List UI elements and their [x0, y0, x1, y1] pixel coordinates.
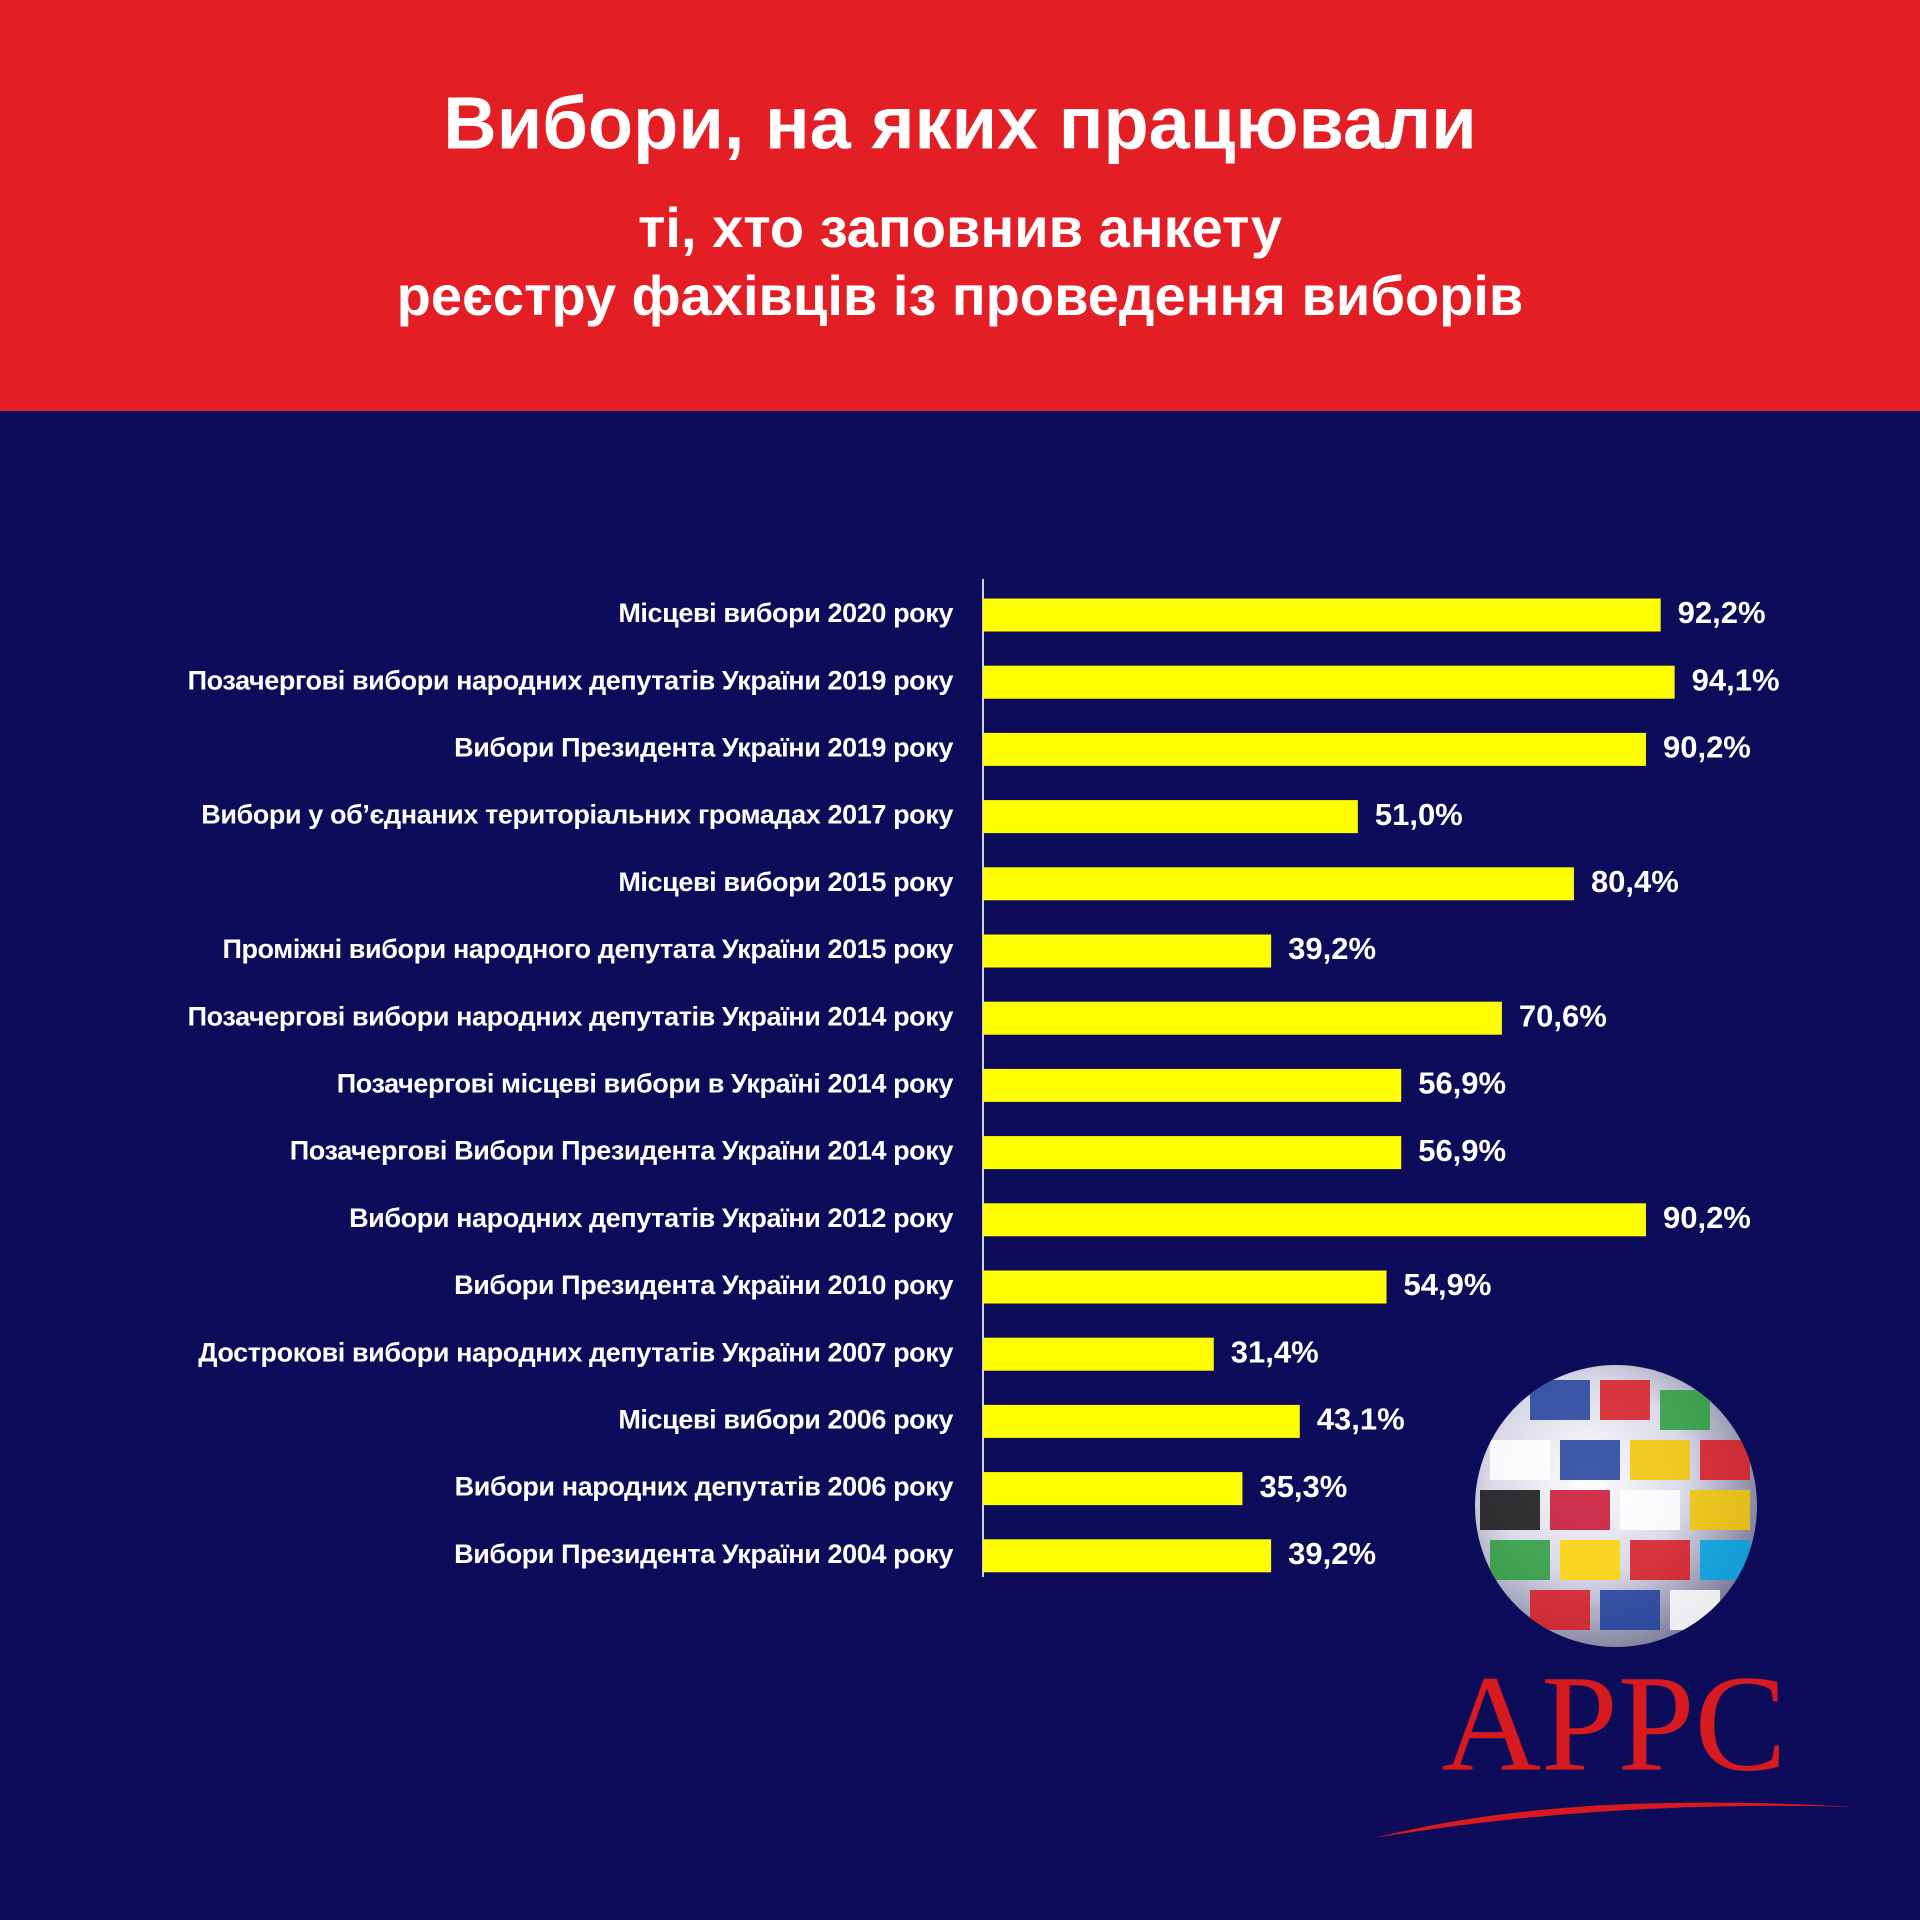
bar: [983, 732, 1646, 766]
bar: [983, 867, 1574, 901]
header: [0, 0, 1920, 411]
category-label: Місцеві вибори 2006 року: [618, 1405, 953, 1435]
category-label: Позачергові місцеві вибори в Україні 201…: [337, 1069, 954, 1099]
value-label: 90,2%: [1663, 1200, 1751, 1235]
value-label: 94,1%: [1692, 662, 1780, 697]
bar: [983, 934, 1272, 968]
category-label: Місцеві вибори 2015 року: [618, 867, 953, 897]
globe: [1475, 1365, 1757, 1647]
category-label: Позачергові Вибори Президента України 20…: [290, 1136, 954, 1166]
category-label: Місцеві вибори 2020 року: [618, 598, 953, 628]
bar: [983, 800, 1358, 834]
value-label: 43,1%: [1317, 1402, 1405, 1437]
value-label: 90,2%: [1663, 730, 1751, 765]
bar: [983, 1404, 1300, 1438]
bar: [983, 1001, 1502, 1035]
category-label: Позачергові вибори народних депутатів Ук…: [188, 1001, 954, 1031]
logo-swoosh: [1375, 1802, 1855, 1838]
category-label: Вибори Президента України 2004 року: [454, 1539, 953, 1569]
value-label: 70,6%: [1519, 998, 1607, 1033]
value-label: 80,4%: [1591, 864, 1679, 899]
subtitle: реєстру фахівців із проведення виборів: [397, 264, 1524, 327]
category-label: Дострокові вибори народних депутатів Укр…: [198, 1337, 953, 1367]
category-label: Вибори Президента України 2010 року: [454, 1270, 953, 1300]
bar: [983, 1270, 1387, 1304]
value-label: 56,9%: [1418, 1066, 1506, 1101]
category-label: Позачергові вибори народних депутатів Ук…: [188, 665, 954, 695]
bar: [983, 1203, 1646, 1237]
value-label: 51,0%: [1375, 797, 1463, 832]
bar: [983, 1539, 1272, 1573]
category-label: Вибори народних депутатів 2006 року: [455, 1472, 954, 1502]
bar: [983, 1472, 1243, 1506]
value-label: 54,9%: [1404, 1267, 1492, 1302]
bar: [983, 598, 1661, 632]
value-label: 35,3%: [1259, 1469, 1347, 1504]
subtitle: ті, хто заповнив анкету: [638, 196, 1282, 259]
value-label: 39,2%: [1288, 1536, 1376, 1571]
logo: APPC: [1441, 1647, 1786, 1800]
bar: [983, 1337, 1214, 1371]
bar: [983, 1068, 1402, 1102]
value-label: 39,2%: [1288, 931, 1376, 966]
category-label: Вибори Президента України 2019 року: [454, 733, 953, 763]
category-label: Вибори народних депутатів України 2012 р…: [349, 1203, 953, 1233]
bar: [983, 1136, 1402, 1170]
category-label: Проміжні вибори народного депутата Украї…: [222, 934, 953, 964]
value-label: 56,9%: [1418, 1133, 1506, 1168]
value-label: 92,2%: [1678, 595, 1766, 630]
bar: [983, 665, 1675, 699]
value-label: 31,4%: [1231, 1334, 1319, 1369]
category-label: Вибори у об’єднаних територіальних грома…: [201, 800, 953, 830]
chart-title: Вибори, на яких працювали: [443, 82, 1476, 165]
